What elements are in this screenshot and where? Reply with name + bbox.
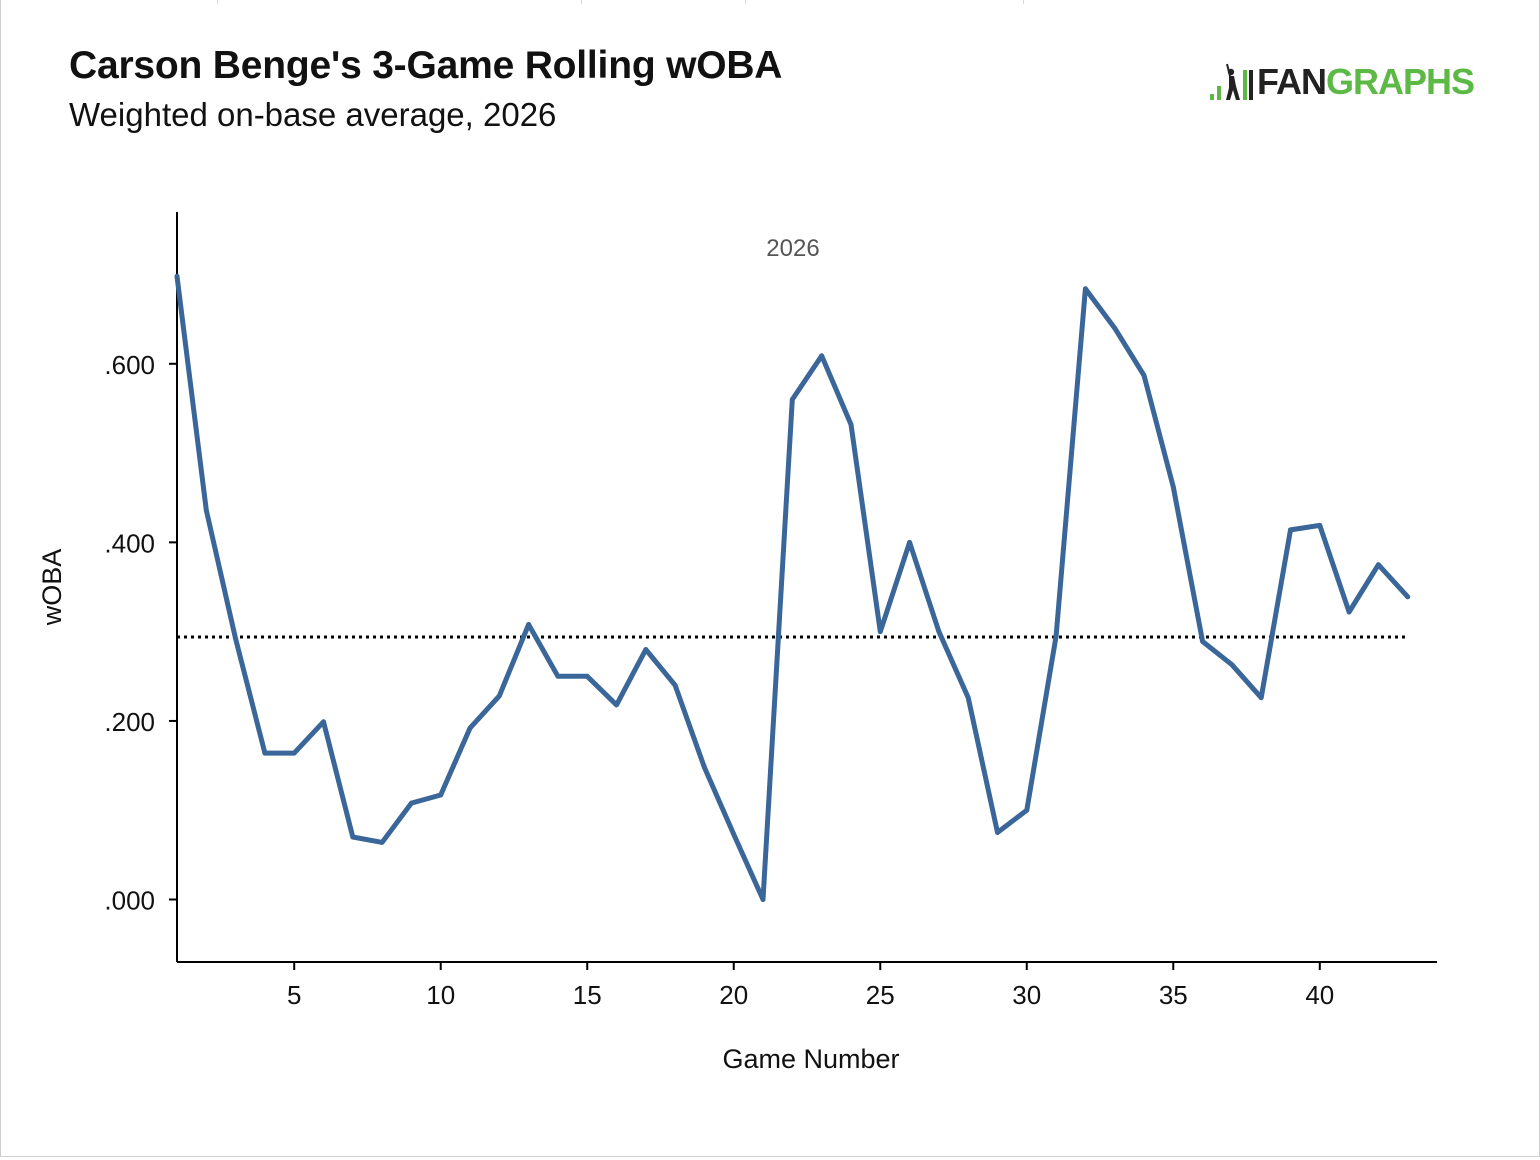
data-point [467, 725, 473, 731]
data-point [379, 839, 385, 845]
top-ruler [1, 0, 1540, 4]
data-point [1053, 633, 1059, 639]
data-point [1200, 639, 1205, 644]
x-tick-label: 40 [1305, 980, 1334, 1010]
data-point [672, 682, 678, 688]
data-point [760, 897, 766, 902]
fangraphs-logo: FANGRAPHS [1209, 61, 1475, 102]
data-point [526, 622, 532, 627]
data-point [1346, 609, 1352, 615]
data-point [614, 702, 619, 708]
x-tick-label: 35 [1159, 980, 1188, 1010]
x-axis-label: Game Number [722, 1044, 899, 1074]
data-point [819, 353, 825, 359]
data-point [702, 764, 707, 770]
data-point [1288, 527, 1293, 533]
data-point [1141, 372, 1147, 378]
logo-text-fan: FAN [1257, 61, 1327, 102]
x-tick-label: 15 [573, 980, 602, 1010]
data-point [350, 834, 356, 840]
panel-label: 2026 [766, 235, 819, 262]
x-tick-label: 10 [426, 980, 455, 1010]
y-tick-label: .600 [104, 350, 155, 380]
data-point [848, 422, 854, 427]
data-point [1258, 695, 1264, 701]
data-point [1405, 594, 1411, 600]
data-point [731, 831, 737, 837]
y-axis-label: wOBA [37, 549, 67, 627]
data-point [409, 800, 414, 806]
x-tick-label: 25 [866, 980, 895, 1010]
logo-text-graphs: GRAPHS [1326, 61, 1475, 102]
data-point [555, 673, 561, 679]
y-tick-label: .400 [104, 528, 155, 558]
data-point [584, 673, 590, 679]
data-point [1375, 562, 1381, 568]
data-point [995, 830, 1000, 835]
x-tick-label: 5 [287, 980, 301, 1010]
data-point [203, 507, 209, 513]
data-point [965, 695, 971, 701]
data-point [496, 693, 502, 699]
data-point [291, 750, 297, 756]
data-point [789, 397, 795, 402]
batter-bars-icon [1210, 63, 1253, 100]
data-point [438, 792, 444, 798]
logo-wordmark: FANGRAPHS [1257, 61, 1475, 102]
data-point [1317, 522, 1323, 528]
data-point [321, 719, 326, 725]
data-point [1024, 807, 1030, 813]
data-point [877, 629, 883, 635]
data-point [1082, 286, 1088, 292]
data-point [1170, 484, 1176, 490]
data-point [643, 647, 649, 652]
data-point [174, 273, 180, 279]
x-tick-label: 30 [1012, 980, 1041, 1010]
y-tick-label: .000 [104, 886, 155, 916]
data-point [262, 750, 268, 756]
chart-title: Carson Benge's 3-Game Rolling wOBA [69, 44, 783, 87]
data-point [233, 636, 239, 642]
data-point [1112, 325, 1118, 331]
chart-subtitle: Weighted on-base average, 2026 [69, 96, 557, 133]
series-line-0 [174, 273, 1411, 902]
y-tick-label: .200 [104, 707, 155, 737]
data-point [936, 629, 942, 635]
data-point [1229, 662, 1235, 668]
x-tick-label: 20 [719, 980, 748, 1010]
data-point [907, 539, 912, 545]
